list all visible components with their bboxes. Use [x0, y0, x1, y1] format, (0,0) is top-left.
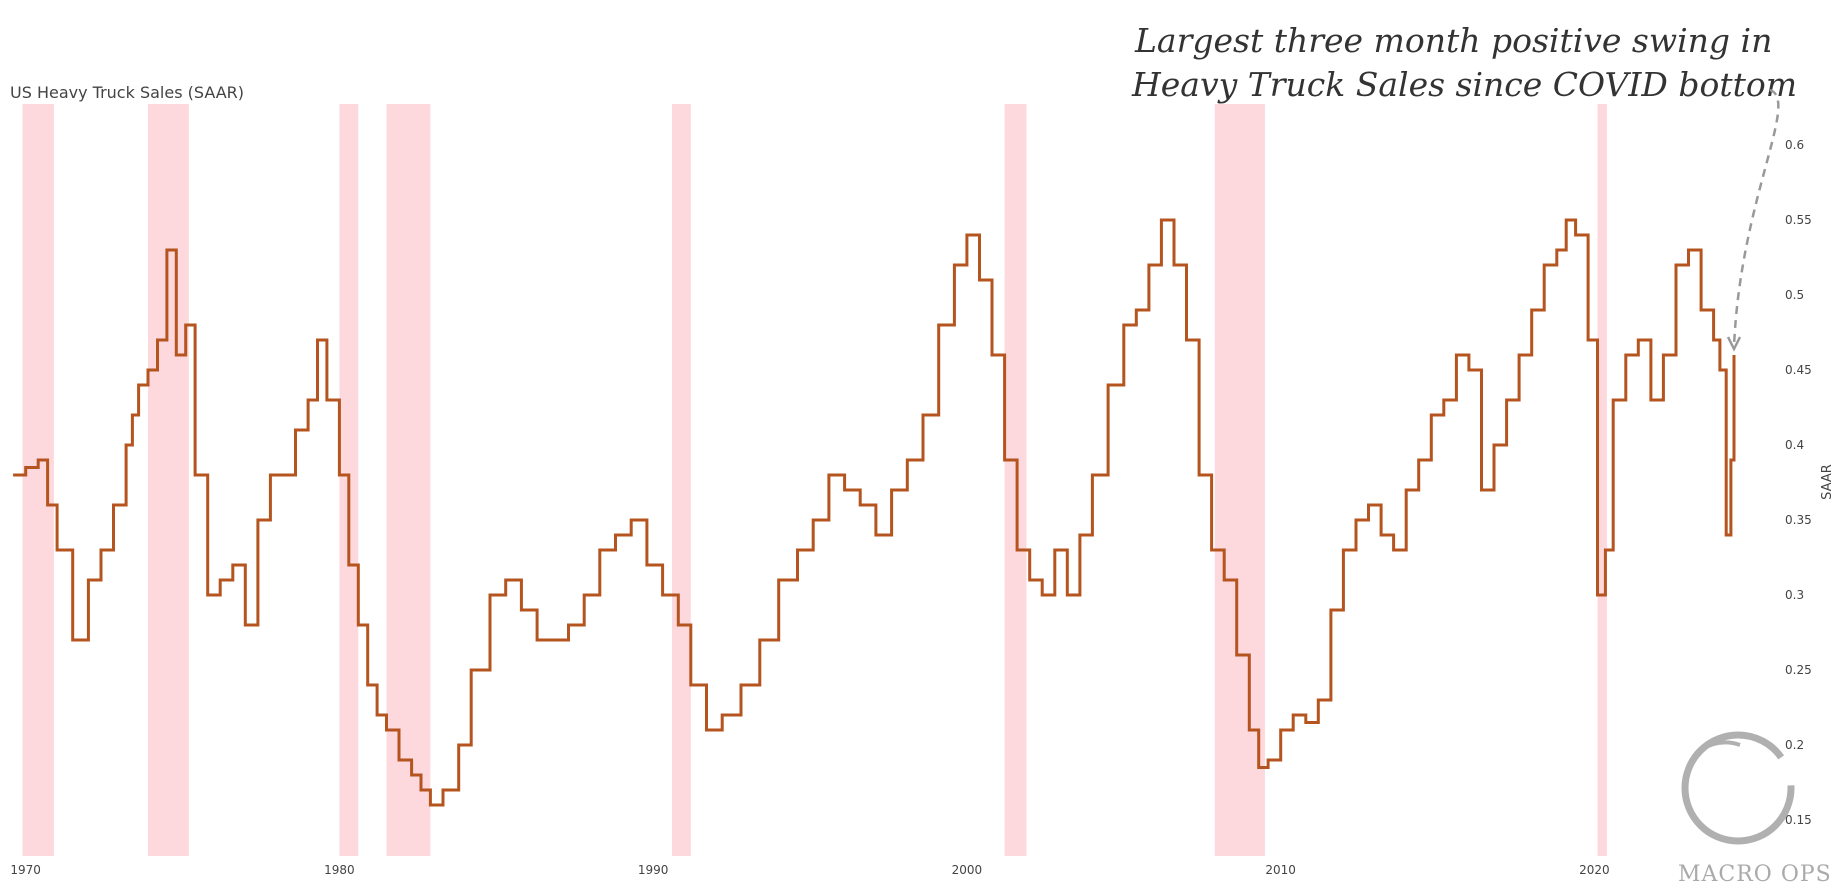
recession-band	[1597, 104, 1607, 856]
chart-title: US Heavy Truck Sales (SAAR)	[10, 83, 244, 102]
annotation-line-2: Heavy Truck Sales since COVID bottom	[1131, 65, 1797, 104]
y-tick-label: 0.2	[1785, 738, 1804, 752]
logo-snake-icon	[1698, 740, 1741, 752]
x-axis: 1970 1980 1990 2000 2010 2020	[10, 863, 1609, 877]
y-tick-label: 0.3	[1785, 588, 1804, 602]
annotation-arrow	[1732, 88, 1780, 348]
series-line-heavy-truck-sales	[13, 218, 1736, 807]
x-tick-label: 2010	[1265, 863, 1296, 877]
y-tick-label: 0.15	[1785, 813, 1812, 827]
y-axis-title: SAAR	[1820, 464, 1835, 500]
y-tick-label: 0.35	[1785, 513, 1812, 527]
x-tick-label: 1990	[638, 863, 669, 877]
y-tick-label: 0.4	[1785, 438, 1804, 452]
recession-band	[22, 104, 54, 856]
logo: MACRO OPS	[1678, 731, 1832, 887]
x-tick-label: 1970	[10, 863, 41, 877]
x-tick-label: 2000	[952, 863, 983, 877]
y-tick-label: 0.45	[1785, 363, 1812, 377]
recession-band	[148, 104, 189, 856]
logo-circle-icon	[1681, 731, 1795, 845]
y-tick-label: 0.55	[1785, 213, 1812, 227]
y-tick-label: 0.5	[1785, 288, 1804, 302]
y-tick-label: 0.6	[1785, 138, 1804, 152]
annotation-arrowhead	[1726, 336, 1742, 352]
annotation: Largest three month positive swing in He…	[1131, 21, 1797, 352]
x-tick-label: 1980	[324, 863, 355, 877]
x-tick-label: 2020	[1579, 863, 1610, 877]
logo-text: MACRO OPS	[1678, 862, 1832, 887]
y-tick-label: 0.25	[1785, 663, 1812, 677]
recession-band	[1004, 104, 1027, 856]
recession-shading	[22, 104, 1607, 856]
y-axis: 0.15 0.2 0.25 0.3 0.35 0.4 0.45 0.5 0.55 0.6	[1785, 138, 1812, 827]
recession-band	[671, 104, 691, 856]
recession-band	[386, 104, 431, 856]
annotation-line-1: Largest three month positive swing in	[1134, 21, 1772, 60]
